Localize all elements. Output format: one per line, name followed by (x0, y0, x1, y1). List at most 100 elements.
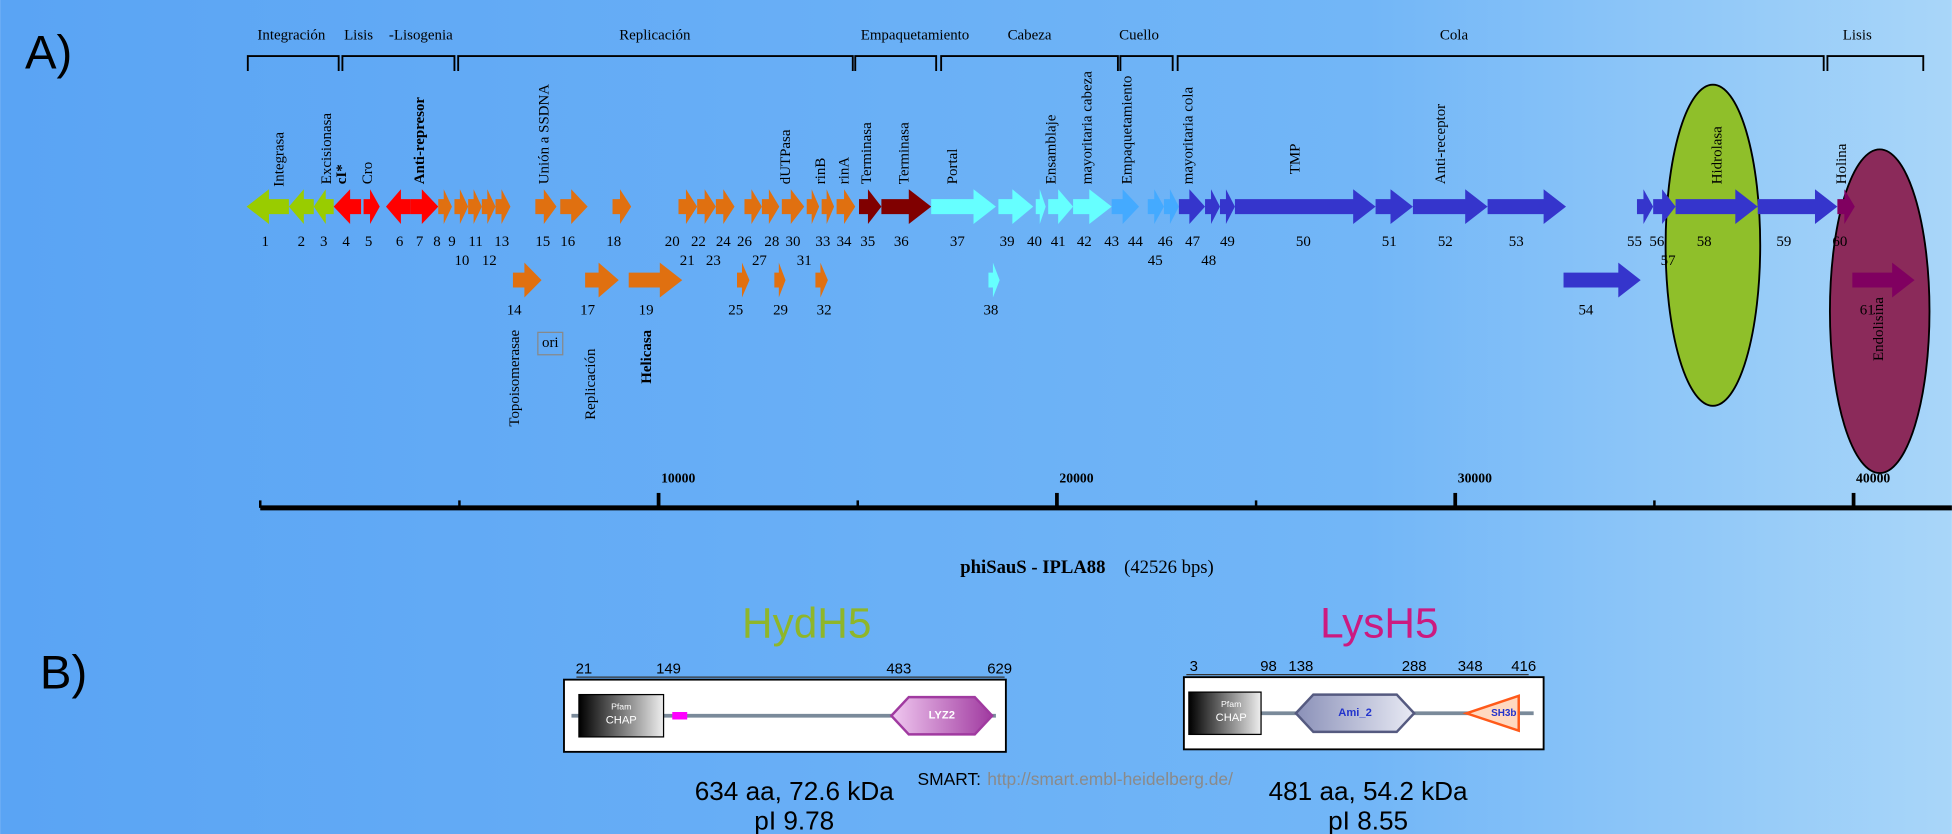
smart-label: SMART: (917, 769, 981, 789)
module-label: Cola (1440, 28, 1469, 44)
gene-number: 60 (1832, 234, 1847, 250)
gene-number: 7 (416, 234, 424, 250)
domain-label: SH3b (1491, 708, 1516, 719)
module-label: Lisis (1843, 28, 1872, 44)
scale-tick-label: 10000 (661, 470, 695, 485)
gene-number: 59 (1776, 234, 1791, 250)
gene-number: 24 (716, 234, 731, 250)
module-label: Lisis (344, 28, 373, 44)
gene-number: 52 (1438, 234, 1453, 250)
gene-function: Anti-represor (412, 97, 428, 185)
gene-number: 38 (983, 303, 998, 319)
gene-number: 18 (606, 234, 621, 250)
gene-function: Integrasa (272, 132, 288, 187)
gene-function: mayoritaria cabeza (1079, 71, 1095, 184)
gene-number: 21 (680, 253, 695, 269)
gene-number: 41 (1051, 234, 1066, 250)
gene-number: 1 (261, 234, 268, 250)
gene-number: 43 (1104, 234, 1119, 250)
gene-number: 15 (535, 234, 550, 250)
module-label: Empaquetamiento (861, 28, 970, 44)
gene-number: 32 (817, 303, 832, 319)
protein-name: LysH5 (1320, 599, 1438, 646)
gene-number: 34 (837, 234, 852, 250)
residue-position: 483 (886, 661, 911, 678)
gene-number: 55 (1627, 234, 1642, 250)
gene-number: 23 (706, 253, 721, 269)
module-label: Cuello (1119, 28, 1159, 44)
residue-position: 416 (1511, 658, 1536, 675)
gene-function: Empaquetamiento (1119, 76, 1135, 185)
page: { "panel_labels": ["A)", "B)"], "modules… (0, 0, 1952, 834)
gene-function: Terminasa (896, 122, 912, 184)
gene-number: 16 (560, 234, 575, 250)
gene-number: 11 (468, 234, 482, 250)
gene-number: 17 (580, 303, 595, 319)
domain-source: Pfam (1221, 699, 1241, 709)
scale-tick-label: 20000 (1059, 470, 1093, 485)
gene-number: 35 (860, 234, 875, 250)
gene-number: 46 (1158, 234, 1173, 250)
residue-position: 149 (656, 661, 681, 678)
annotation: Replicación (583, 348, 599, 420)
module-label: -Lisogenia (389, 28, 453, 44)
annotation: ori (542, 335, 559, 351)
gene-number: 13 (494, 234, 509, 250)
protein-summary: 634 aa, 72.6 kDa (695, 776, 894, 806)
gene-number: 49 (1220, 234, 1235, 250)
residue-position: 138 (1288, 658, 1313, 675)
gene-number: 53 (1509, 234, 1524, 250)
gene-number: 30 (786, 234, 801, 250)
domain-label: LYZ2 (929, 710, 955, 722)
annotation: Helicasa (639, 329, 655, 383)
gene-number: 31 (797, 253, 812, 269)
gene-number: 2 (298, 234, 305, 250)
gene-function: TMP (1287, 144, 1303, 175)
domain-label: Ami_2 (1338, 707, 1372, 719)
panel-label: B) (40, 646, 87, 699)
annotation: Topoisomerasae (507, 329, 523, 426)
gene-number: 29 (773, 303, 788, 319)
gene-number: 51 (1382, 234, 1397, 250)
domain-label: CHAP (1216, 712, 1247, 724)
gene-number: 10 (454, 253, 469, 269)
gene-number: 28 (764, 234, 779, 250)
gene-number: 40 (1027, 234, 1042, 250)
protein-name: HydH5 (742, 599, 871, 646)
gene-number: 27 (752, 253, 767, 269)
scale-tick-label: 40000 (1856, 470, 1890, 485)
gene-number: 22 (691, 234, 706, 250)
gene-number: 8 (433, 234, 440, 250)
gene-number: 44 (1128, 234, 1143, 250)
gene-number: 14 (507, 303, 522, 319)
gene-number: 9 (448, 234, 455, 250)
gene-function: Portal (945, 149, 961, 185)
gene-number: 20 (665, 234, 680, 250)
domain-source: Pfam (611, 701, 631, 711)
gene-number: 58 (1697, 234, 1712, 250)
low-complexity (672, 712, 687, 719)
gene-function: Cro (360, 162, 376, 184)
gene-number: 47 (1185, 234, 1200, 250)
gene-function: cI* (334, 164, 350, 184)
gene-number: 57 (1661, 253, 1676, 269)
gene-number: 26 (737, 234, 752, 250)
gene-function: Terminasa (859, 122, 875, 184)
module-label: Integración (257, 28, 325, 44)
gene-number: 54 (1578, 303, 1593, 319)
gene-number: 50 (1296, 234, 1311, 250)
protein-pi: pI 9.78 (754, 806, 834, 834)
panel-label: A) (25, 27, 72, 80)
module-label: Cabeza (1008, 28, 1052, 44)
genome-size: (42526 bps) (1124, 557, 1214, 578)
gene-number: 12 (482, 253, 497, 269)
gene-number: 3 (320, 234, 327, 250)
gene-function: Unión a SSDNA (537, 84, 553, 185)
protein-pi: pI 8.55 (1328, 806, 1408, 834)
gene-number: 37 (950, 234, 965, 250)
gene-function: Hidrolasa (1709, 126, 1725, 184)
residue-position: 629 (987, 661, 1012, 678)
gene-number: 45 (1148, 253, 1163, 269)
gene-number: 33 (815, 234, 830, 250)
residue-position: 21 (576, 661, 593, 678)
